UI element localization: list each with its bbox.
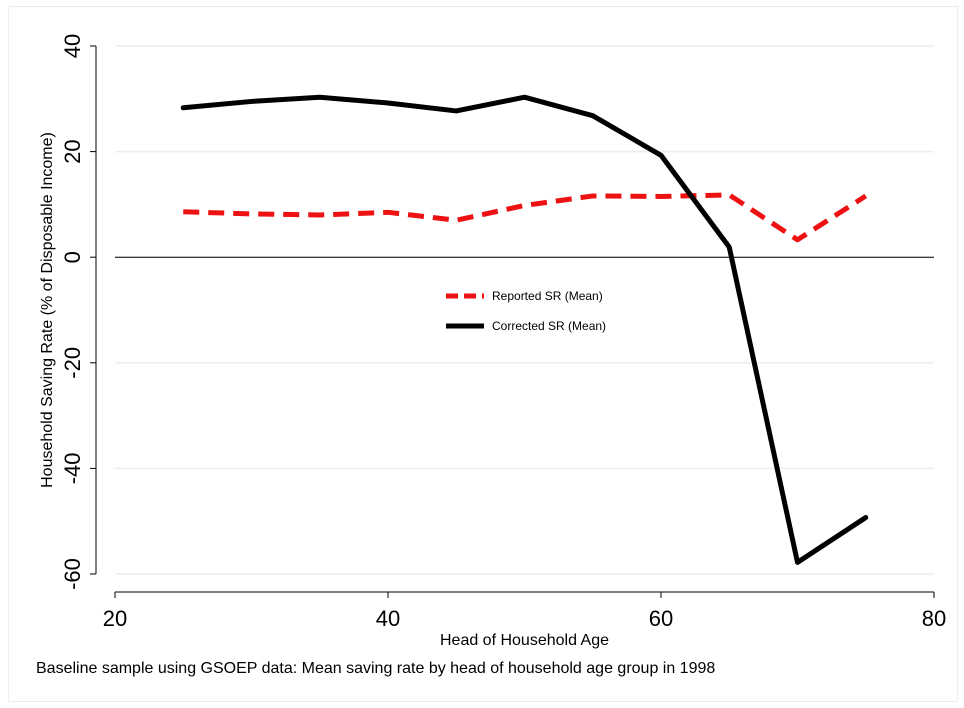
chart-frame xyxy=(8,6,958,702)
x-tick-label: 60 xyxy=(649,606,673,631)
chart-note: Baseline sample using GSOEP data: Mean s… xyxy=(36,660,716,677)
series-line-1 xyxy=(183,192,868,243)
x-axis-ticks: 20 40 60 80 xyxy=(103,592,946,631)
axes xyxy=(95,46,934,593)
y-tick-label: -40 xyxy=(60,453,85,485)
y-tick-label: 0 xyxy=(60,251,85,263)
legend-label: Reported SR (Mean) xyxy=(492,289,603,303)
y-axis-ticks: -60 -40 -20 0 20 40 xyxy=(60,34,96,590)
x-tick-label: 80 xyxy=(922,606,946,631)
gridlines xyxy=(115,45,934,575)
x-axis-title: Head of Household Age xyxy=(440,632,609,649)
y-tick-label: 40 xyxy=(60,34,85,58)
x-tick-label: 20 xyxy=(103,606,127,631)
x-tick-label: 40 xyxy=(376,606,400,631)
y-tick-label: -60 xyxy=(60,558,85,590)
legend-label: Corrected SR (Mean) xyxy=(492,319,606,333)
legend: Reported SR (Mean) Corrected SR (Mean) xyxy=(446,289,606,333)
y-tick-label: 20 xyxy=(60,139,85,163)
series-line-2 xyxy=(180,94,869,565)
y-axis-title: Household Saving Rate (% of Disposable I… xyxy=(39,132,56,488)
series-layer xyxy=(180,94,869,565)
y-tick-label: -20 xyxy=(60,347,85,379)
